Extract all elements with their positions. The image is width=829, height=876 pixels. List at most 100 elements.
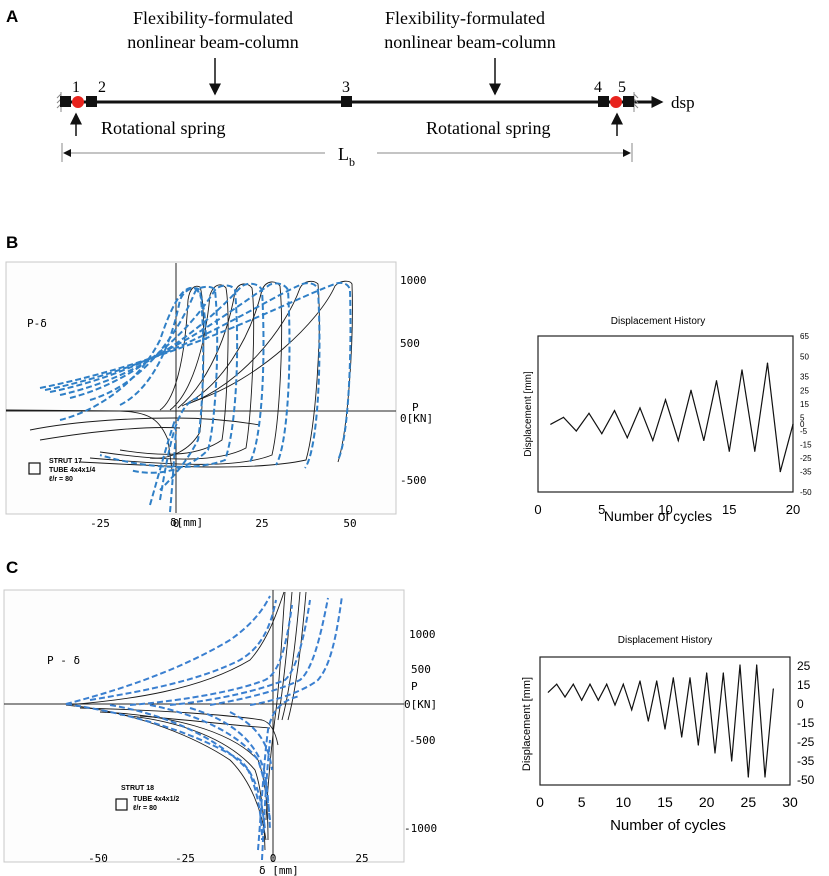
history-point [754, 450, 756, 452]
history-xtick: 30 [782, 794, 798, 810]
history-point [656, 680, 658, 682]
history-point [647, 720, 649, 722]
pdelta-c-slenderness: ℓ/r = 80 [133, 805, 157, 812]
pdelta-b-xlabel: δ[mm] [170, 516, 203, 529]
element-label-left: Flexibility-formulated [133, 8, 293, 28]
history-point [792, 423, 794, 425]
history-point [714, 752, 716, 754]
panel-b-label: B [6, 233, 18, 252]
history-ytick: -25 [797, 735, 815, 749]
history-point [664, 728, 666, 730]
node-2 [86, 96, 97, 107]
pdelta-c-section: TUBE 4x4x1/2 [133, 796, 179, 803]
node-3 [341, 96, 352, 107]
panel-c-label: C [6, 558, 18, 577]
pdelta-b-ytick-1000: 1000 [400, 274, 427, 287]
history-xtick: 25 [741, 794, 757, 810]
history-ytick: 0 [797, 697, 804, 711]
pdelta-b-xtick-neg25: -25 [90, 517, 110, 530]
history-point [722, 672, 724, 674]
pdelta-c-ytick-500: 500 [411, 663, 431, 676]
pdelta-c-specimen: STRUT 18 [121, 785, 154, 792]
history-point [581, 699, 583, 701]
history-point [779, 471, 781, 473]
pdelta-b-analysis-curves [39, 281, 352, 513]
history-point [756, 664, 758, 666]
pdelta-c-section-icon [115, 798, 128, 811]
history-ytick: 0 [800, 420, 805, 429]
history-ytick: -5 [800, 427, 808, 436]
history-ytick: 35 [800, 373, 809, 382]
node-4 [598, 96, 609, 107]
history-xtick: 0 [534, 502, 541, 517]
history-point [697, 744, 699, 746]
node-label-5: 5 [618, 79, 626, 96]
history-point [739, 664, 741, 666]
node-5 [623, 96, 634, 107]
pdelta-c-ytick-1000: 1000 [409, 628, 436, 641]
history-point [766, 362, 769, 364]
history-ytick: 50 [800, 352, 809, 361]
pdelta-c-ylabel-p: P [411, 680, 418, 693]
history-point [706, 672, 708, 674]
history-ytick: 5 [800, 413, 805, 422]
pdelta-b-xtick-0: 0 [173, 517, 180, 530]
panel-a: A Flexibility-formulated nonlinear beam-… [6, 7, 695, 169]
pdelta-b-section-icon [28, 462, 41, 475]
pdelta-c-xlabel: δ [mm] [259, 864, 299, 876]
pdelta-c-frame [3, 589, 405, 863]
history-point [639, 407, 641, 409]
node-label-1: 1 [72, 79, 80, 96]
element-label-left-2: nonlinear beam-column [127, 32, 298, 52]
history-xtick: 15 [722, 502, 736, 517]
element-label-right-2: nonlinear beam-column [384, 32, 555, 52]
history-point [672, 677, 674, 679]
history-point [764, 776, 766, 778]
history-xtick: 15 [657, 794, 673, 810]
history-point [747, 776, 749, 778]
history-c-frame [539, 656, 791, 786]
hinge-left [72, 96, 84, 108]
history-ytick: -35 [800, 468, 812, 477]
pdelta-c-title: P - δ [47, 654, 80, 667]
history-point [741, 369, 743, 371]
history-ytick: -50 [800, 488, 812, 497]
node-label-3: 3 [342, 79, 350, 96]
hinge-right [610, 96, 622, 108]
history-c-title: Displacement History [618, 635, 712, 646]
dof-label: dsp [671, 93, 695, 112]
pdelta-c-ytick-neg500: -500 [409, 734, 436, 747]
history-point [652, 439, 654, 442]
history-point [631, 709, 633, 711]
spring-label-right: Rotational spring [426, 118, 551, 138]
pdelta-b-ylabel-p: P [412, 401, 419, 414]
history-point [715, 380, 718, 382]
history-point [556, 683, 558, 685]
pdelta-b-test-curves [6, 280, 353, 471]
history-line [547, 664, 774, 778]
history-point [547, 691, 549, 693]
length-subscript: b [349, 155, 355, 169]
history-ytick: -25 [800, 454, 812, 463]
history-point [588, 412, 590, 414]
history-ytick: 15 [797, 678, 811, 692]
pdelta-b-ytick-neg500: -500 [400, 474, 427, 487]
history-point [589, 683, 591, 685]
pdelta-b-specimen: STRUT 17 [49, 458, 82, 465]
history-point [601, 433, 603, 435]
history-ytick: 65 [800, 332, 809, 341]
history-ytick: 25 [800, 386, 809, 395]
history-point [613, 410, 616, 412]
history-xtick: 10 [658, 502, 672, 517]
node-label-2: 2 [98, 79, 106, 96]
pdelta-b-ytick-500: 500 [400, 337, 420, 350]
history-xtick: 20 [699, 794, 715, 810]
history-ytick: 15 [800, 400, 809, 409]
node-label-4: 4 [594, 79, 602, 96]
element-label-right: Flexibility-formulated [385, 8, 545, 28]
history-point [772, 688, 774, 690]
history-ytick: 25 [797, 659, 811, 673]
panel-c: C [3, 558, 815, 876]
pdelta-c-ylabel-kn: 0[KN] [404, 698, 437, 711]
